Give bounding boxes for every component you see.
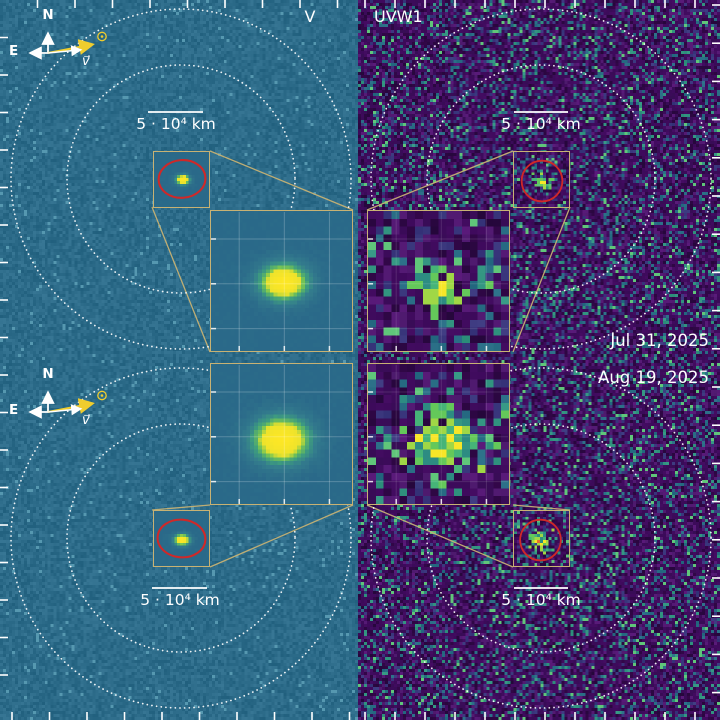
sun-symbol-icon <box>97 31 107 42</box>
source-aperture-overlay <box>157 158 206 199</box>
v-aug19-inset-image <box>153 510 209 566</box>
epoch-label-jul31: Jul 31, 2025 <box>610 331 709 350</box>
sunward-arrow <box>47 39 95 55</box>
v-jul31-zoom-cutout <box>210 210 353 352</box>
source-aperture-overlay <box>156 518 206 558</box>
compass-north-label: N <box>42 366 54 382</box>
v-filter-image-background <box>0 0 358 720</box>
filter-label-uvw1: UVW1 <box>374 7 423 26</box>
compass-east-label: E <box>9 402 19 418</box>
sun-symbol-icon <box>100 35 104 38</box>
pixel-grid-overlay <box>368 212 508 351</box>
source-aperture-circle <box>518 518 562 561</box>
aperture-circle <box>10 367 352 709</box>
aperture-circle <box>66 423 296 653</box>
inset-connector-lines <box>151 150 571 568</box>
source-aperture-overlay <box>520 159 563 202</box>
source-aperture-overlay <box>518 518 562 561</box>
compass-rose <box>28 390 107 419</box>
uvw1-filter-image-background <box>358 0 720 720</box>
aperture-circle <box>426 64 656 294</box>
velocity-arrow <box>47 404 83 416</box>
aperture-circle <box>10 8 352 350</box>
velocity-arrow <box>47 45 83 57</box>
aperture-circle <box>426 423 656 653</box>
source-aperture-circle <box>520 159 563 202</box>
v-jul31-source-inset <box>152 150 210 208</box>
scale-bar-label: 5 · 10⁴ km <box>501 115 581 133</box>
sunward-arrow <box>47 398 95 414</box>
uvw1-aug19-zoom-image <box>368 364 509 504</box>
scale-bar-label: 5 · 10⁴ km <box>140 591 220 609</box>
filter-label-v: V <box>304 7 316 26</box>
compass-rose <box>28 31 107 60</box>
uvw1-aug19-source-inset <box>512 509 570 567</box>
epoch-label-aug19: Aug 19, 2025 <box>598 368 709 387</box>
velocity-vector-label: v⃗ <box>82 54 90 69</box>
v-aug19-zoom-cutout <box>210 363 353 505</box>
aperture-circle <box>370 8 712 350</box>
sun-symbol-icon <box>100 394 104 397</box>
pixel-grid-overlay <box>211 365 351 504</box>
sun-symbol-icon <box>97 390 107 401</box>
scale-bar-label: 5 · 10⁴ km <box>501 591 581 609</box>
v-aug19-zoom-image <box>211 364 352 504</box>
compass-east-label: E <box>9 43 19 59</box>
scale-bar-label: 5 · 10⁴ km <box>136 115 216 133</box>
uvw1-jul31-inset-image <box>513 151 569 207</box>
uvw1-jul31-zoom-image <box>368 211 509 351</box>
source-aperture-ellipse <box>157 158 206 199</box>
v-jul31-zoom-image <box>211 211 352 351</box>
v-jul31-inset-image <box>153 151 209 207</box>
aperture-circle <box>66 64 296 294</box>
uvw1-jul31-zoom-cutout <box>367 210 510 352</box>
compass-north-label: N <box>42 7 54 23</box>
scale-bar-lines <box>148 111 568 589</box>
pixel-grid-overlay <box>368 365 508 504</box>
v-aug19-source-inset <box>152 509 210 567</box>
aperture-circles <box>10 8 712 709</box>
source-aperture-ellipse <box>156 518 206 558</box>
pixel-grid-overlay <box>211 212 351 351</box>
velocity-vector-label: v⃗ <box>82 413 90 428</box>
aperture-circle <box>370 367 712 709</box>
uvw1-jul31-source-inset <box>512 150 570 208</box>
uvw1-aug19-inset-image <box>513 510 569 566</box>
uvw1-aug19-zoom-cutout <box>367 363 510 505</box>
